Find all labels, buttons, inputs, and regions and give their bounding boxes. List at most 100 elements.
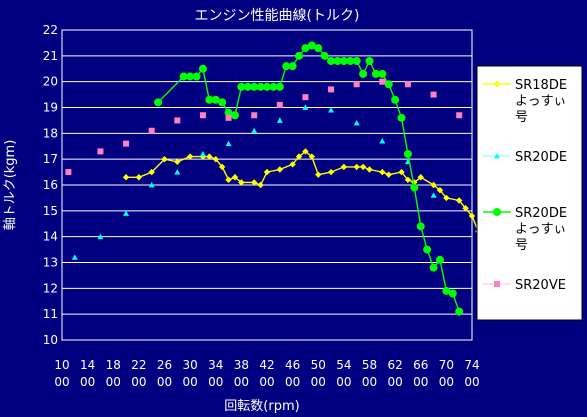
legend-label: SR18DE — [515, 78, 567, 93]
y-tick-label: 21 — [43, 49, 58, 63]
data-point — [224, 108, 233, 117]
data-point — [148, 182, 155, 188]
data-point — [410, 183, 419, 192]
x-tick-label: 00 — [106, 375, 121, 389]
data-point — [243, 82, 252, 91]
data-point — [353, 120, 360, 126]
series-1 — [71, 104, 437, 260]
x-tick-label: 10 — [54, 358, 69, 372]
data-point — [378, 69, 387, 78]
data-point — [359, 163, 367, 171]
data-point — [123, 210, 130, 216]
y-tick-label: 17 — [43, 152, 58, 166]
data-point — [365, 57, 374, 65]
x-tick-label: 00 — [413, 375, 428, 389]
x-tick-label: 00 — [182, 375, 197, 389]
data-point — [417, 174, 424, 181]
x-tick-label: 00 — [157, 375, 172, 389]
x-tick-label: 14 — [80, 358, 95, 372]
data-point — [199, 112, 206, 119]
data-point — [97, 233, 104, 240]
data-point — [174, 117, 181, 124]
y-tick-label: 16 — [43, 178, 58, 192]
data-point — [257, 181, 264, 189]
x-tick-label: 00 — [387, 375, 402, 389]
data-point — [148, 168, 155, 176]
x-tick-label: 46 — [285, 358, 300, 372]
legend-label: よっすぃ — [515, 222, 566, 237]
legend-marker — [494, 281, 500, 287]
data-point — [435, 255, 444, 264]
data-point — [161, 155, 168, 163]
data-point — [251, 127, 258, 134]
data-point — [237, 82, 246, 91]
data-point — [308, 153, 316, 160]
data-point — [205, 95, 214, 104]
data-point — [276, 101, 283, 108]
data-point — [251, 112, 258, 119]
data-point — [430, 192, 437, 198]
legend-marker — [493, 80, 501, 88]
data-point — [269, 82, 278, 91]
y-tick-label: 14 — [43, 230, 58, 244]
data-point — [238, 179, 245, 186]
x-tick-label: 00 — [208, 375, 223, 389]
x-tick-label: 00 — [259, 375, 274, 389]
data-point — [307, 41, 316, 50]
data-point — [340, 163, 348, 171]
x-tick-label: 26 — [157, 358, 172, 372]
x-tick-label: 30 — [182, 358, 197, 372]
data-point — [429, 263, 438, 272]
y-tick-label: 20 — [43, 75, 58, 89]
data-point — [199, 151, 206, 157]
series-layer — [65, 41, 482, 316]
data-point — [211, 95, 220, 104]
data-point — [456, 112, 463, 119]
y-tick-label: 19 — [43, 101, 58, 115]
x-tick-label: 00 — [439, 375, 454, 389]
data-point — [301, 44, 310, 53]
y-tick-label: 15 — [43, 204, 58, 218]
x-tick-label: 42 — [259, 358, 274, 372]
data-point — [397, 113, 406, 122]
data-point — [122, 174, 130, 181]
data-point — [186, 153, 194, 160]
data-point — [359, 69, 368, 78]
data-point — [430, 91, 437, 98]
data-point — [225, 176, 232, 184]
data-point — [327, 168, 335, 176]
data-point — [302, 94, 309, 101]
data-point — [455, 307, 464, 316]
x-tick-label: 18 — [106, 358, 121, 372]
data-point — [423, 245, 432, 254]
x-tick-label: 00 — [234, 375, 249, 389]
x-tick-label: 74 — [464, 358, 479, 372]
data-point — [314, 44, 323, 53]
series-0 — [122, 148, 482, 235]
data-point — [174, 169, 181, 175]
data-point — [416, 222, 425, 231]
data-point — [352, 57, 361, 65]
data-point — [212, 155, 219, 163]
data-point — [276, 117, 283, 123]
data-point — [225, 114, 232, 121]
data-point — [275, 82, 284, 91]
data-point — [288, 62, 297, 71]
y-tick-label: 13 — [43, 256, 58, 270]
data-point — [230, 111, 239, 120]
x-tick-label: 70 — [439, 358, 454, 372]
x-tick-label: 58 — [362, 358, 377, 372]
x-tick-label: 62 — [387, 358, 402, 372]
data-point — [295, 153, 303, 160]
x-tick-label: 50 — [311, 358, 326, 372]
data-point — [448, 289, 457, 298]
data-point — [379, 168, 386, 176]
data-point — [371, 69, 380, 78]
data-point — [353, 163, 360, 171]
x-tick-label: 00 — [336, 375, 351, 389]
y-tick-label: 12 — [43, 281, 58, 295]
legend-marker — [494, 153, 500, 159]
data-point — [379, 138, 386, 144]
